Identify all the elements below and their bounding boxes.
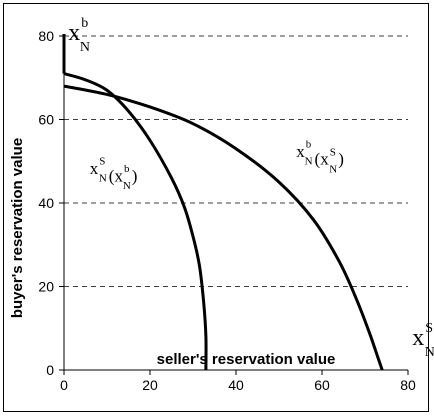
- x-tick-label-2: 40: [228, 377, 244, 393]
- y-tick-label-3: 60: [38, 112, 54, 128]
- axes: [59, 35, 409, 375]
- y-tick-label-2: 40: [38, 195, 54, 211]
- annotations: xb N xS N xS N (xb N) xb N (xS N): [68, 16, 434, 360]
- label-xbn-of-xsn: xb N (xS N): [296, 139, 344, 176]
- series-line-0: [63, 72, 208, 371]
- y-axis-label: buyer's reservation value: [9, 138, 26, 318]
- grid: [64, 35, 408, 287]
- y-tick-label-4: 80: [38, 28, 54, 44]
- x-tick-label-1: 20: [142, 377, 158, 393]
- label-xsn-of-xbn: xS N (xb N): [90, 155, 138, 192]
- label-xbn: xb N: [68, 16, 90, 55]
- series-line-1: [63, 84, 384, 371]
- x-tick-label-0: 0: [60, 377, 68, 393]
- tick-labels: 0 20 40 60 80 0 20 40 60 80: [38, 28, 416, 393]
- x-axis-label: seller's reservation value: [157, 351, 336, 368]
- y-tick-label-1: 20: [38, 279, 54, 295]
- label-xsn: xS N: [412, 321, 434, 360]
- chart-frame: [3, 3, 429, 412]
- y-tick-label-0: 0: [46, 362, 54, 378]
- x-tick-label-3: 60: [314, 377, 330, 393]
- curves: [62, 34, 384, 371]
- x-tick-label-4: 80: [400, 377, 416, 393]
